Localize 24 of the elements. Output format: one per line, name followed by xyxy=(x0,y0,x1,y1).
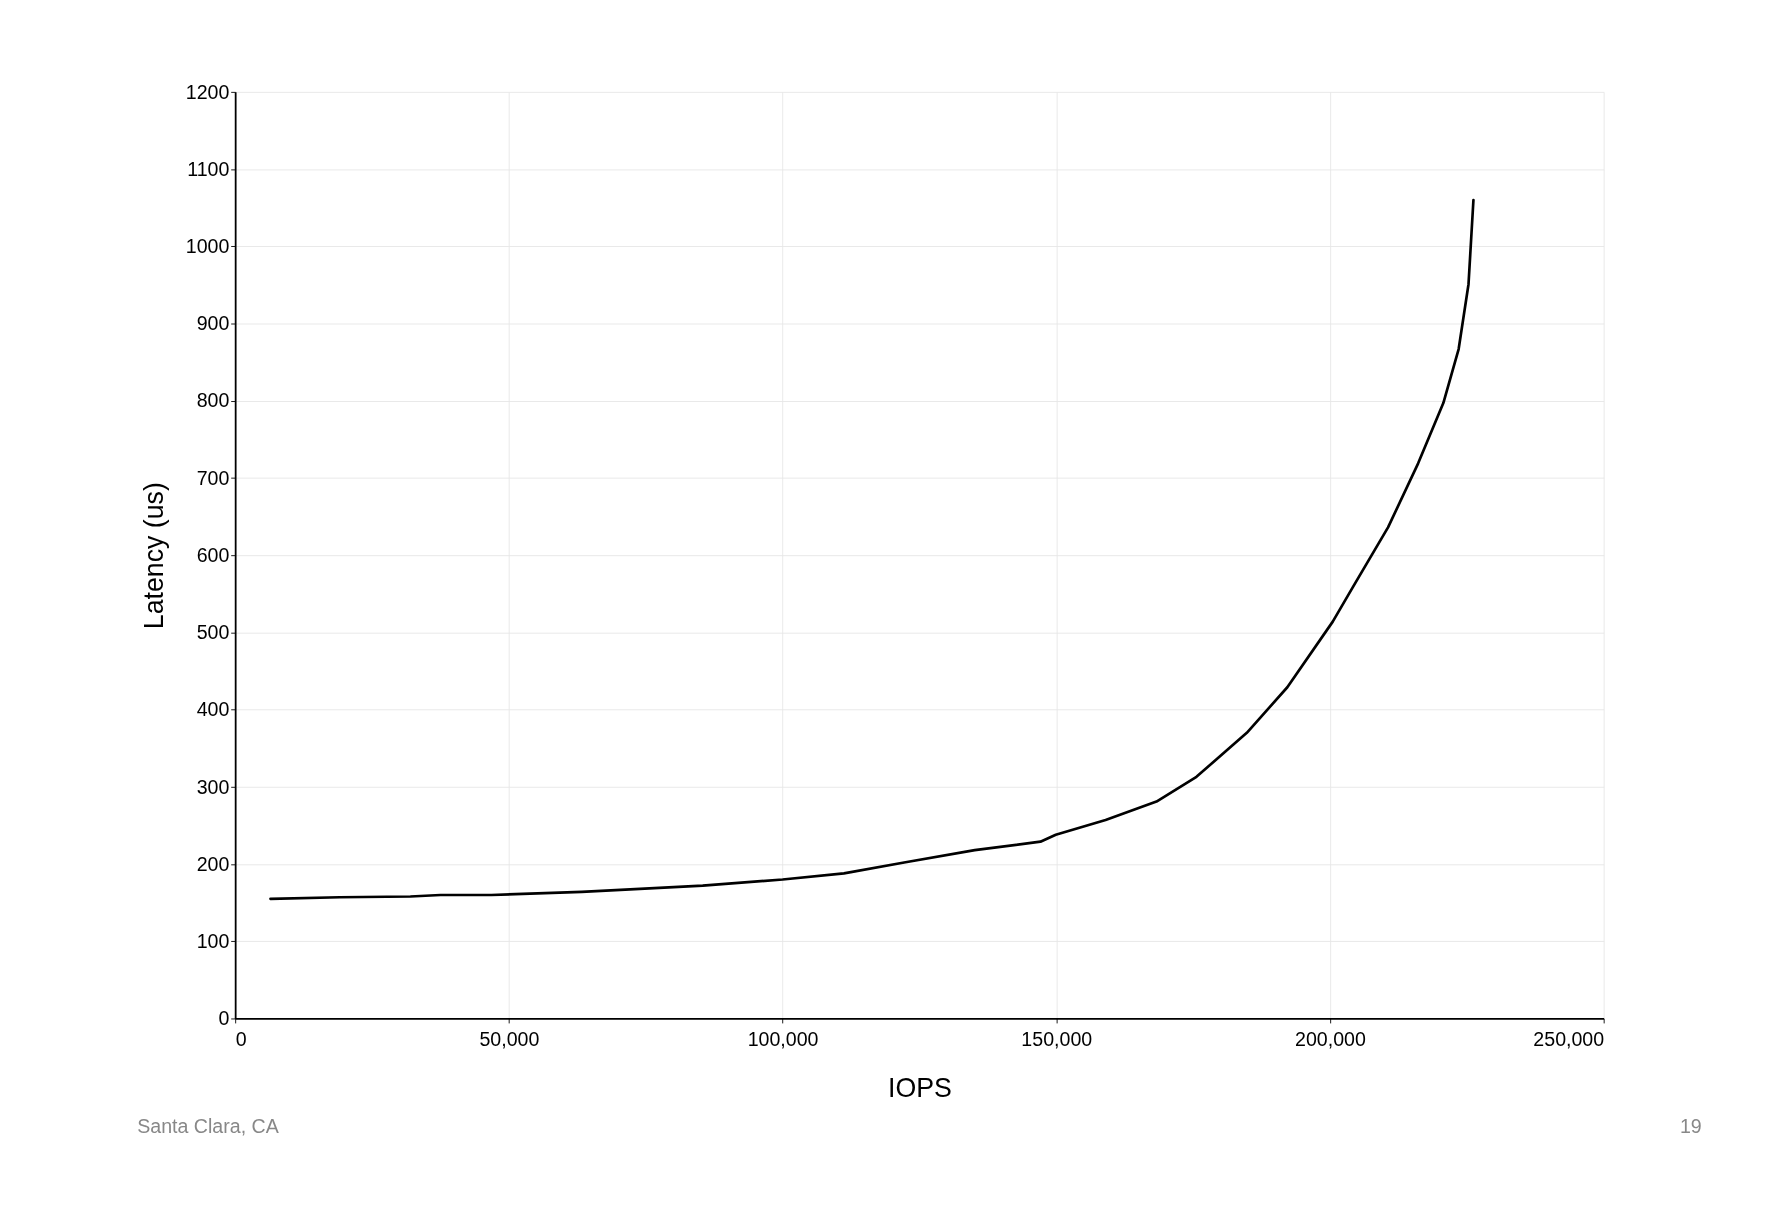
text: Santa Clara, CA xyxy=(137,1115,280,1138)
y-tick-label: 500 xyxy=(196,621,230,644)
y-tick-label: 400 xyxy=(196,698,230,721)
y-tick-label: 1000 xyxy=(185,235,230,258)
x-tick-label: 50,000 xyxy=(479,1027,540,1050)
text: 19 xyxy=(1679,1115,1702,1138)
x-tick-label: 200,000 xyxy=(1295,1027,1366,1050)
y-tick-label: 300 xyxy=(196,775,230,798)
line-series xyxy=(269,198,1475,901)
y-tick-label: 800 xyxy=(196,389,230,412)
y-axis-title: Latency (us) xyxy=(138,482,169,630)
x-tick-label: 150,000 xyxy=(1021,1027,1093,1050)
y-tick-label: 600 xyxy=(196,543,230,566)
x-axis-title: IOPS xyxy=(887,1073,952,1104)
y-tick-label: 700 xyxy=(196,466,230,489)
y-tick-label: 1200 xyxy=(185,80,230,103)
x-tick-label: 250,000 xyxy=(1533,1027,1605,1050)
y-tick-label: 900 xyxy=(196,312,230,335)
y-tick-label: 1100 xyxy=(187,157,230,180)
y-tick-label: 0 xyxy=(218,1007,230,1030)
x-tick-label: 0 xyxy=(235,1027,247,1050)
y-tick-label: 200 xyxy=(196,852,230,875)
x-tick-label: 100,000 xyxy=(747,1027,819,1050)
y-tick-label: 100 xyxy=(196,929,230,952)
